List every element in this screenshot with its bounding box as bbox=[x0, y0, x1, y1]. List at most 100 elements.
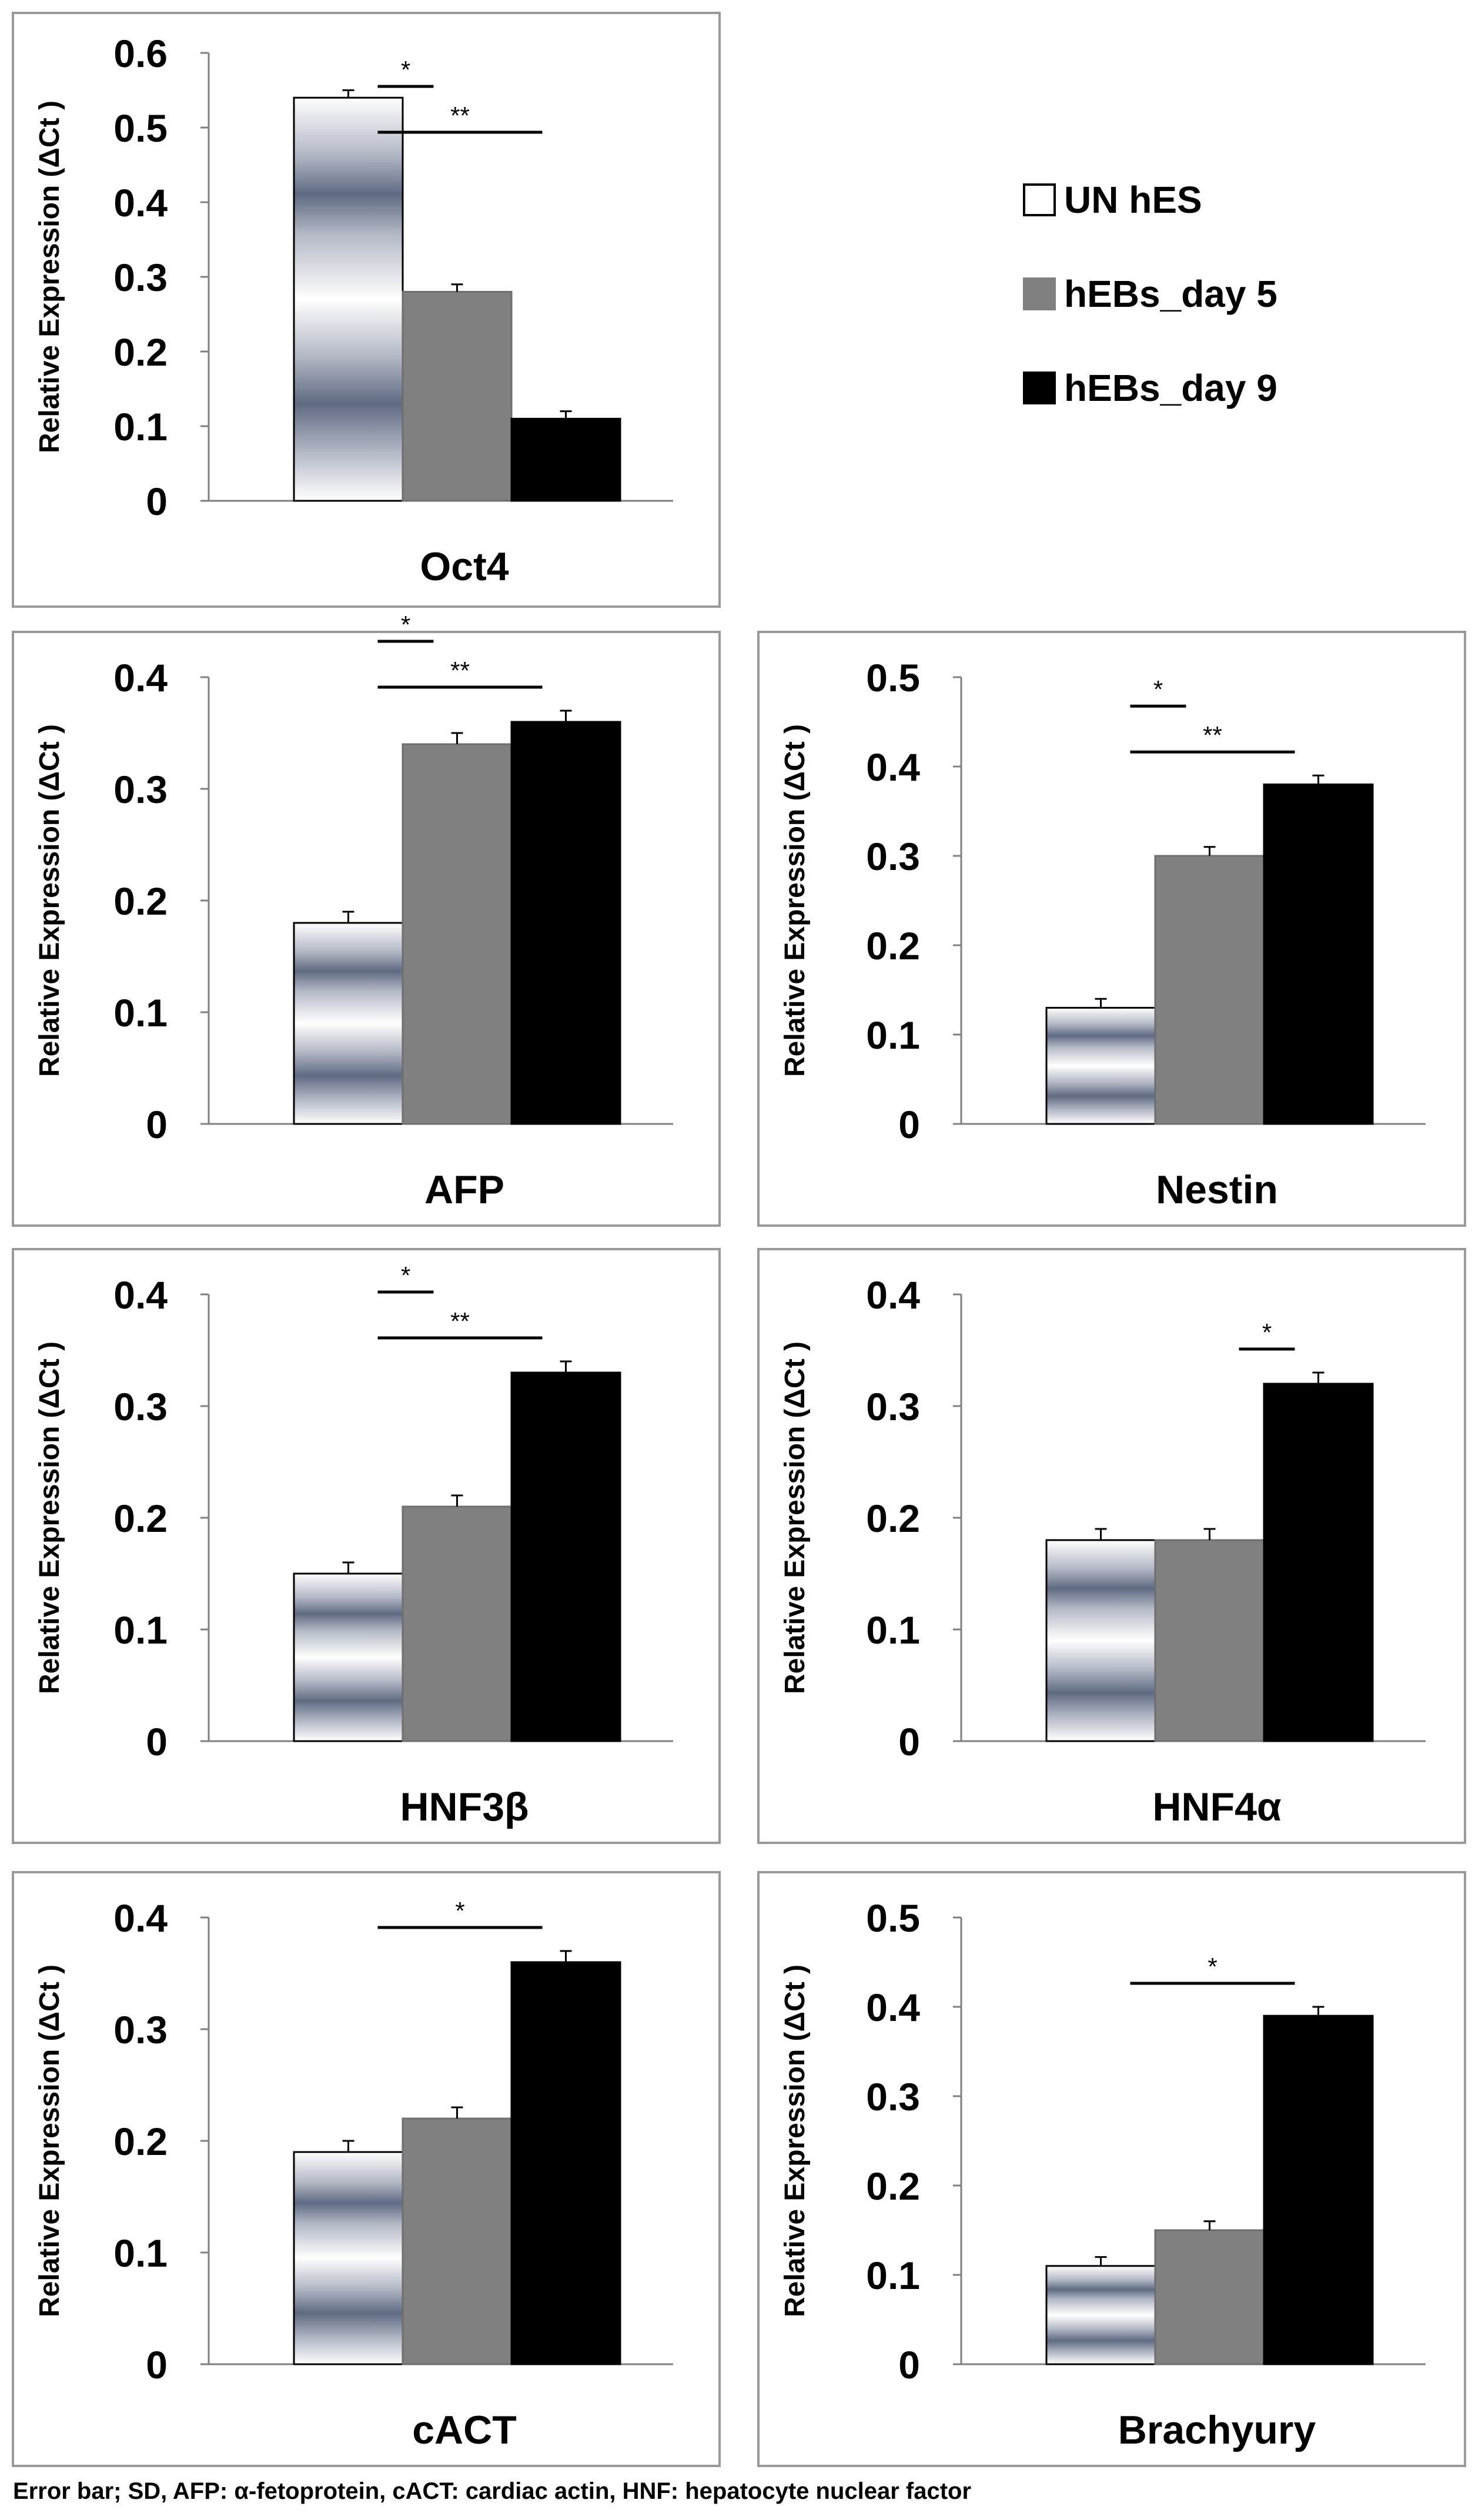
chart-cact-bar-un-hes bbox=[293, 2151, 404, 2365]
chart-brachyury-ytick-label: 0.4 bbox=[866, 1986, 920, 2029]
chart-cact-title: cACT bbox=[412, 2408, 517, 2452]
chart-brachyury-ylabel: Relative Expression (ΔCt ) bbox=[780, 1965, 811, 2317]
chart-cact-ytick-label: 0.4 bbox=[113, 1896, 168, 1940]
chart-hnf3-ytick-label: 0 bbox=[146, 1720, 168, 1763]
chart-brachyury-bar-un-hes bbox=[1045, 2265, 1156, 2365]
chart-hnf3-bar-hebs-day-9 bbox=[510, 1371, 621, 1742]
chart-nestin-title: Nestin bbox=[1156, 1167, 1278, 1212]
chart-brachyury-ytick-label: 0 bbox=[898, 2343, 920, 2387]
chart-brachyury-title: Brachyury bbox=[1118, 2408, 1316, 2452]
chart-nestin-ytick-label: 0 bbox=[898, 1103, 920, 1146]
chart-oct4-bar-hebs-day-9 bbox=[510, 417, 621, 502]
legend: UN hES hEBs_day 5 hEBs_day 9 bbox=[1023, 176, 1434, 435]
chart-oct4-title: Oct4 bbox=[420, 544, 509, 589]
chart-brachyury-ytick-label: 0.1 bbox=[866, 2254, 920, 2297]
legend-item-hebs-day5: hEBs_day 5 bbox=[1023, 270, 1277, 317]
chart-brachyury-ytick-label: 0.5 bbox=[866, 1896, 920, 1940]
chart-hnf4-bar-hebs-day-5 bbox=[1154, 1539, 1265, 1742]
chart-brachyury-ytick-label: 0.2 bbox=[866, 2164, 920, 2208]
chart-hnf4-ytick-label: 0.2 bbox=[866, 1497, 920, 1540]
chart-afp-ytick-label: 0.3 bbox=[113, 768, 168, 811]
chart-cact-ytick-label: 0.1 bbox=[113, 2231, 168, 2275]
legend-swatch-hebs-day5 bbox=[1023, 277, 1056, 310]
chart-oct4-sig-label: ** bbox=[450, 102, 470, 129]
chart-hnf3-bar-un-hes bbox=[293, 1572, 404, 1742]
chart-nestin-ylabel: Relative Expression (ΔCt ) bbox=[780, 724, 811, 1077]
chart-afp-sig-label: * bbox=[401, 611, 410, 638]
chart-hnf3-title: HNF3β bbox=[400, 1785, 529, 1829]
chart-hnf3-sig-label: * bbox=[401, 1261, 410, 1289]
chart-cact-bar-hebs-day-9 bbox=[510, 1961, 621, 2365]
chart-cact: 0 0.1 0.2 0.3 0.4 Relative Expression (ΔCt ) *… bbox=[12, 1871, 721, 2467]
chart-brachyury-ytick-label: 0.3 bbox=[866, 2075, 920, 2119]
legend-item-un-hes: UN hES bbox=[1023, 176, 1202, 223]
chart-afp-bar-hebs-day-5 bbox=[402, 743, 513, 1125]
chart-hnf4-ytick-label: 0 bbox=[898, 1720, 920, 1763]
chart-oct4-bar-hebs-day-5 bbox=[402, 290, 513, 502]
chart-hnf3-ytick-label: 0.2 bbox=[113, 1497, 168, 1540]
chart-cact-ytick-label: 0.2 bbox=[113, 2120, 168, 2163]
legend-swatch-un-hes bbox=[1023, 183, 1056, 216]
chart-brachyury-bar-hebs-day-9 bbox=[1263, 2014, 1374, 2365]
chart-brachyury: 0 0.1 0.2 0.3 0.4 0.5 Relative Expression (ΔCt… bbox=[757, 1871, 1466, 2467]
chart-oct4-sig-label: * bbox=[401, 56, 410, 83]
chart-nestin-bar-hebs-day-9 bbox=[1263, 783, 1374, 1125]
chart-cact-ytick-label: 0.3 bbox=[113, 2008, 168, 2052]
legend-label-un-hes: UN hES bbox=[1064, 179, 1202, 221]
chart-oct4-bar-un-hes bbox=[293, 96, 404, 502]
legend-label-hebs-day9: hEBs_day 9 bbox=[1064, 367, 1277, 409]
chart-nestin-sig-label: ** bbox=[1203, 721, 1222, 749]
legend-label-hebs-day5: hEBs_day 5 bbox=[1064, 273, 1277, 315]
chart-hnf3-ylabel: Relative Expression (ΔCt ) bbox=[34, 1341, 65, 1694]
chart-afp-ytick-label: 0.2 bbox=[113, 879, 168, 923]
chart-afp: 0 0.1 0.2 0.3 0.4 Relative Expression (ΔCt ) *… bbox=[12, 611, 721, 1227]
chart-nestin-bar-un-hes bbox=[1045, 1006, 1156, 1125]
chart-nestin-ytick-label: 0.1 bbox=[866, 1013, 920, 1057]
chart-cact-ylabel: Relative Expression (ΔCt ) bbox=[34, 1965, 65, 2317]
chart-cact-ytick-label: 0 bbox=[146, 2343, 168, 2387]
chart-oct4-ylabel: Relative Expression (ΔCt ) bbox=[34, 101, 65, 453]
chart-afp-ytick-label: 0 bbox=[146, 1103, 168, 1146]
legend-item-hebs-day9: hEBs_day 9 bbox=[1023, 364, 1277, 411]
chart-nestin-ytick-label: 0.2 bbox=[866, 924, 920, 968]
chart-panels: 0 0.1 0.2 0.3 0.4 0.5 0.6 Relative Expression (… bbox=[12, 12, 1466, 2467]
chart-hnf3-sig-label: ** bbox=[450, 1307, 470, 1335]
chart-hnf4-ytick-label: 0.3 bbox=[866, 1385, 920, 1428]
chart-afp-ylabel: Relative Expression (ΔCt ) bbox=[34, 724, 65, 1077]
chart-hnf3-bar-hebs-day-5 bbox=[402, 1505, 513, 1742]
chart-oct4-ytick-label: 0.5 bbox=[113, 106, 168, 150]
chart-oct4-ytick-label: 0.3 bbox=[113, 256, 168, 299]
chart-hnf4-bar-hebs-day-9 bbox=[1263, 1383, 1374, 1742]
chart-hnf4-ylabel: Relative Expression (ΔCt ) bbox=[780, 1341, 811, 1694]
chart-afp-ytick-label: 0.4 bbox=[113, 656, 168, 700]
chart-oct4-ytick-label: 0.4 bbox=[113, 181, 168, 225]
chart-nestin-bar-hebs-day-5 bbox=[1154, 855, 1265, 1125]
chart-hnf3-ytick-label: 0.4 bbox=[113, 1273, 168, 1317]
chart-nestin-ytick-label: 0.5 bbox=[866, 656, 920, 700]
chart-cact-sig-label: * bbox=[455, 1897, 464, 1925]
chart-hnf4-bar-un-hes bbox=[1045, 1539, 1156, 1742]
chart-hnf4-title: HNF4α bbox=[1152, 1785, 1282, 1829]
chart-afp-sig-label: ** bbox=[450, 657, 470, 684]
chart-afp-bar-hebs-day-9 bbox=[510, 721, 621, 1125]
chart-hnf4: 0 0.1 0.2 0.3 0.4 Relative Expression (ΔCt ) *… bbox=[757, 1248, 1466, 1844]
chart-cact-bar-hebs-day-5 bbox=[402, 2117, 513, 2365]
chart-nestin-sig-label: * bbox=[1153, 675, 1163, 703]
chart-oct4-ytick-label: 0.6 bbox=[113, 32, 168, 75]
chart-brachyury-bar-hebs-day-5 bbox=[1154, 2229, 1265, 2365]
chart-oct4-ytick-label: 0.1 bbox=[113, 405, 168, 449]
chart-nestin: 0 0.1 0.2 0.3 0.4 0.5 Relative Expression (ΔCt… bbox=[757, 631, 1466, 1227]
chart-afp-bar-un-hes bbox=[293, 922, 404, 1125]
chart-oct4-ytick-label: 0.2 bbox=[113, 330, 168, 374]
chart-hnf4-ytick-label: 0.1 bbox=[866, 1608, 920, 1652]
chart-oct4: 0 0.1 0.2 0.3 0.4 0.5 0.6 Relative Expression (… bbox=[12, 12, 721, 608]
chart-afp-ytick-label: 0.1 bbox=[113, 991, 168, 1035]
chart-hnf3-ytick-label: 0.1 bbox=[113, 1608, 168, 1652]
chart-nestin-ytick-label: 0.4 bbox=[866, 745, 920, 789]
chart-brachyury-sig-label: * bbox=[1208, 1953, 1217, 1980]
footnote: Error bar; SD, AFP: α-fetoprotein, cACT:… bbox=[13, 2478, 972, 2504]
chart-nestin-ytick-label: 0.3 bbox=[866, 835, 920, 878]
chart-oct4-ytick-label: 0 bbox=[146, 480, 168, 523]
chart-afp-title: AFP bbox=[424, 1167, 504, 1212]
